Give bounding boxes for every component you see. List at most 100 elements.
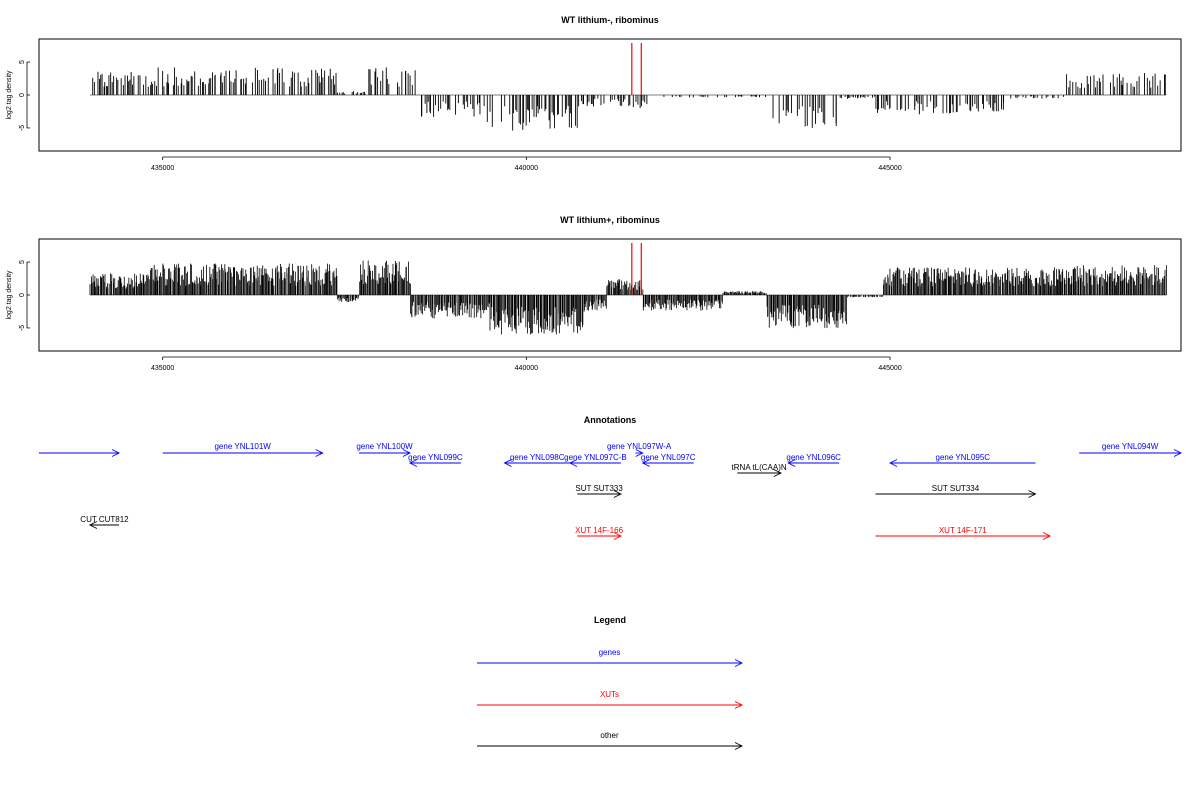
feature-label: CUT CUT812 <box>80 515 129 524</box>
y-tick-label: -5 <box>19 325 26 331</box>
legend-label: other <box>600 731 619 740</box>
feature-label: gene YNL098C <box>510 453 565 462</box>
feature-label: gene YNL095C <box>936 453 991 462</box>
density-region <box>621 95 648 109</box>
feature-label: gene YNL097W-A <box>607 442 672 451</box>
feature-label: SUT SUT333 <box>575 484 623 493</box>
density-region <box>368 67 416 95</box>
density-region <box>642 295 723 311</box>
density-region <box>875 95 1005 115</box>
density-region <box>359 260 411 295</box>
y-tick-label: 5 <box>19 60 26 64</box>
feature-label: SUT SUT334 <box>932 484 980 493</box>
density-region <box>847 295 883 298</box>
x-tick-label: 440000 <box>515 165 538 172</box>
y-tick-label: 0 <box>19 93 26 97</box>
density-region <box>817 95 837 127</box>
gene-feature <box>39 449 121 457</box>
y-axis-label: log2 tag density <box>6 70 13 120</box>
feature-label: XUT 14F-166 <box>575 526 623 535</box>
density-region <box>421 95 481 117</box>
density-region <box>663 95 766 98</box>
gene-feature: gene YNL099C <box>408 453 463 467</box>
density-region <box>92 71 147 95</box>
gene-feature: gene YNL096C <box>786 453 841 467</box>
axes: -5 0 5 435000 440000 445000 <box>19 260 902 372</box>
gene-feature: gene YNL097C <box>641 453 696 467</box>
track-panel-lithium-plus: WT lithium+, ribominus log2 tag density … <box>6 215 1182 372</box>
density-region <box>584 295 607 311</box>
gene-feature: gene YNL097W-A <box>607 442 672 457</box>
plot-frame <box>38 238 1182 352</box>
annotations-title: Annotations <box>584 415 637 425</box>
other-feature: CUT CUT812 <box>80 515 129 529</box>
density-bars <box>89 43 1167 131</box>
gene-feature: gene YNL100W <box>356 442 413 457</box>
density-region <box>883 267 1065 295</box>
legend-item-xut: XUTs <box>477 690 744 709</box>
legend-items: genes XUTs other <box>477 648 744 750</box>
legend-label: XUTs <box>600 690 619 699</box>
other-feature: SUT SUT334 <box>875 484 1037 498</box>
density-region <box>772 95 816 128</box>
density-region <box>89 273 149 295</box>
density-region <box>1066 72 1166 95</box>
panel-title: WT lithium+, ribominus <box>560 215 660 225</box>
density-region <box>1064 265 1167 295</box>
y-tick-label: 0 <box>19 293 26 297</box>
feature-label: gene YNL101W <box>214 442 271 451</box>
gene-feature: gene YNL095C <box>889 453 1036 467</box>
axes: -5 0 5 435000 440000 445000 <box>19 60 902 172</box>
feature-label: gene YNL096C <box>786 453 841 462</box>
y-axis-label: log2 tag density <box>6 270 13 320</box>
other-feature: SUT SUT333 <box>575 484 623 498</box>
density-region <box>578 95 621 107</box>
legend-item-gene: genes <box>477 648 744 667</box>
density-region <box>410 295 491 319</box>
x-tick-label: 445000 <box>878 365 901 372</box>
density-region <box>722 291 767 295</box>
x-tick-label: 445000 <box>878 165 901 172</box>
density-region <box>483 95 578 131</box>
feature-label: gene YNL100W <box>356 442 413 451</box>
gene-feature: gene YNL101W <box>162 442 324 457</box>
feature-label: gene YNL094W <box>1102 442 1159 451</box>
feature-label: XUT 14F-171 <box>939 526 987 535</box>
density-region <box>336 91 366 95</box>
y-tick-label: 5 <box>19 260 26 264</box>
gene-feature: gene YNL097C-B <box>564 453 627 467</box>
plot-frame <box>38 38 1182 152</box>
track-panel-lithium-minus: WT lithium-, ribominus log2 tag density … <box>6 15 1182 172</box>
density-region <box>766 295 847 329</box>
feature-label: gene YNL099C <box>408 453 463 462</box>
legend: Legend genes XUTs other <box>477 615 744 750</box>
feature-label: gene YNL097C <box>641 453 696 462</box>
density-region <box>147 263 338 295</box>
x-tick-label: 435000 <box>151 365 174 372</box>
density-region <box>606 279 644 295</box>
legend-item-other: other <box>477 731 744 750</box>
gene-feature: gene YNL098C <box>503 453 570 467</box>
density-region <box>336 295 359 303</box>
other-feature: tRNA tL(CAA)N <box>732 463 787 477</box>
legend-label: genes <box>599 648 621 657</box>
xut-feature: XUT 14F-166 <box>575 526 624 540</box>
density-bars <box>89 243 1167 335</box>
x-tick-label: 435000 <box>151 165 174 172</box>
density-region <box>839 95 876 99</box>
gene-feature: gene YNL094W <box>1079 442 1183 457</box>
y-tick-label: -5 <box>19 125 26 131</box>
density-region <box>489 295 585 335</box>
density-region <box>1010 95 1065 99</box>
legend-title: Legend <box>594 615 626 625</box>
feature-label: tRNA tL(CAA)N <box>732 463 787 472</box>
annotation-features: gene YNL101W gene YNL100W gene YNL099C gene… <box>39 442 1183 540</box>
panel-title: WT lithium-, ribominus <box>561 15 659 25</box>
xut-feature: XUT 14F-171 <box>875 526 1052 540</box>
density-region <box>156 67 337 95</box>
annotation-track: Annotations gene YNL101W gene YNL100Wgene… <box>39 415 1183 540</box>
feature-label: gene YNL097C-B <box>564 453 627 462</box>
x-tick-label: 440000 <box>515 365 538 372</box>
density-region <box>147 81 156 95</box>
